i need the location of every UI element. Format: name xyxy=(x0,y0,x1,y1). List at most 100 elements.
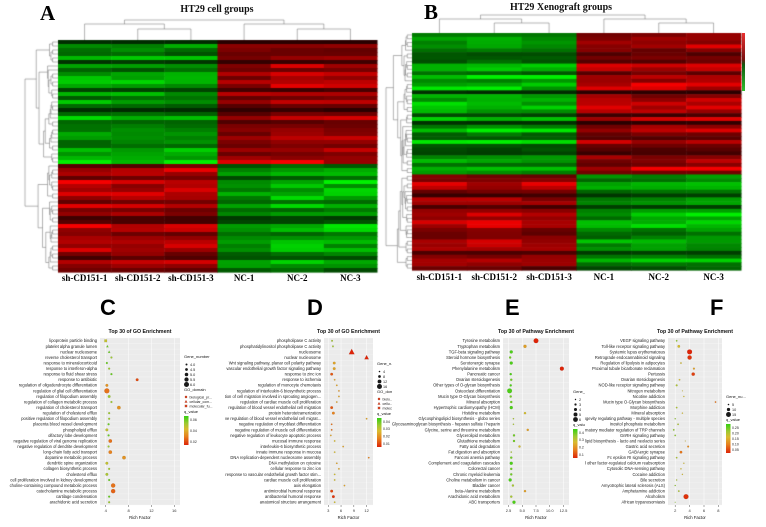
q-tick-label: 0.3 xyxy=(579,438,584,442)
term-label: Gastric acid secretion xyxy=(626,444,666,449)
q-tick-label: 0.25 xyxy=(732,426,739,430)
term-label: antimicrobial humoral response xyxy=(264,488,322,493)
enrichment-dot xyxy=(331,495,335,499)
legend-size-title: Gene_number xyxy=(184,354,210,359)
term-label: beta-Alanine metabolism xyxy=(455,488,501,493)
term-label: olfactory lobe development xyxy=(48,433,98,438)
term-label: ABC transporters xyxy=(469,500,500,505)
enrichment-dot xyxy=(509,372,512,376)
enrichment-dot xyxy=(526,428,529,432)
term-label: lipoprotein particle binding xyxy=(49,338,97,343)
term-label: Arachidonic acid metabolism xyxy=(448,494,501,499)
enrichment-dot xyxy=(108,450,113,454)
term-label: positive regulation of filopodium assemb… xyxy=(21,416,98,421)
heatmap-b-canvas xyxy=(383,12,748,272)
q-tick-label: 0.4 xyxy=(579,431,584,435)
enrichment-dot xyxy=(675,339,678,342)
legend-size-label: 5 xyxy=(579,413,581,417)
term-label: Systemic lupus erythematosus xyxy=(609,349,665,354)
panel-c-letter: C xyxy=(100,295,116,320)
term-label: Histidine metabolism xyxy=(462,411,500,416)
term-label: regulation of interleukin-6 biosynthetic… xyxy=(237,388,321,393)
enrichment-dot xyxy=(330,406,334,410)
term-label: Tyrosine metabolism xyxy=(462,338,500,343)
term-label: arachidonic acid secretion xyxy=(50,500,98,505)
term-label: Tryptophan metabolism xyxy=(457,344,500,349)
enrichment-dot xyxy=(107,445,110,448)
x-tick-label: 3 xyxy=(327,508,330,513)
term-label: response to ischemia xyxy=(282,377,321,382)
enrichment-dot xyxy=(110,483,116,488)
term-label: phosphatidylinositol phospholipase C act… xyxy=(240,344,322,349)
heatmap-column-label: sh-CD151-1 xyxy=(61,273,108,283)
term-label: dopamine metabolic process xyxy=(45,455,97,460)
term-label: protein heterotetramerization xyxy=(269,411,322,416)
legend-size-label: 4 xyxy=(579,408,581,412)
heatmap-column-label: NC-1 xyxy=(593,272,615,282)
term-label: regulation of cell migration involved in… xyxy=(225,394,321,399)
enrichment-dot xyxy=(681,412,684,414)
enrichment-dot xyxy=(691,372,695,376)
enrichment-dot xyxy=(333,378,336,381)
term-label: response to interferon-alpha xyxy=(46,366,98,371)
legend-size-dot xyxy=(184,372,189,377)
term-label: Wnt signaling pathway, planar cell polar… xyxy=(229,360,322,365)
term-label: TGF-beta signaling pathway xyxy=(449,349,501,354)
legend-size-label: 6 xyxy=(579,418,581,422)
legend-size-label: 3 xyxy=(579,403,581,407)
legend-size-dot xyxy=(184,382,189,387)
enrichment-dot xyxy=(523,489,527,493)
enrichment-dot xyxy=(330,372,334,376)
legend-q-title: q_value xyxy=(573,422,585,427)
enrichment-dot xyxy=(678,378,681,381)
enrichment-dot xyxy=(110,400,113,404)
legend-size-dot xyxy=(573,417,578,422)
term-label: anatomical structure arrangement xyxy=(260,500,322,505)
term-label: Other types of O-glycan biosynthesis xyxy=(433,383,500,388)
term-label: Chronic myeloid leukemia xyxy=(453,472,501,477)
term-label: Mucin type O-Glycan biosynthesis xyxy=(603,399,665,404)
term-label: Pertussis xyxy=(648,372,665,377)
enrichment-dot xyxy=(108,367,111,370)
enrichment-dot xyxy=(684,440,686,442)
term-label: collagen biosynthetic process xyxy=(44,466,97,471)
enrichment-dot xyxy=(335,401,338,403)
legend-size-dot xyxy=(377,379,382,384)
term-label: Glycosphingolipid biosynthesis - lacto a… xyxy=(585,438,665,443)
x-tick-label: 8 xyxy=(127,508,130,513)
enrichment-dot xyxy=(105,428,109,432)
enrichment-dot xyxy=(333,473,336,476)
legend-size-dot xyxy=(185,368,188,371)
enrichment-dot xyxy=(510,456,513,459)
enrichment-dot xyxy=(677,344,681,348)
term-label: cell proliferation involved in kidney de… xyxy=(10,477,98,482)
enrichment-dot xyxy=(365,417,368,420)
term-label: Osteoclast differentiation xyxy=(455,388,501,393)
enrichment-dot xyxy=(677,423,679,426)
enrichment-dot xyxy=(674,484,676,487)
enrichment-dot xyxy=(122,455,126,460)
term-label: Glycosphingolipid biosynthesis - globo s… xyxy=(419,416,500,421)
legend-size-dot xyxy=(573,412,578,417)
term-label: Choline metabolism in cancer xyxy=(446,477,500,482)
legend-size-label: 4 xyxy=(383,370,385,374)
enrichment-dot xyxy=(672,428,675,431)
x-tick-label: 6 xyxy=(703,508,706,513)
heatmap-a-canvas xyxy=(22,16,383,274)
term-label: cellular response to zinc ion xyxy=(270,466,321,471)
legend-size-label: 5 xyxy=(732,403,734,407)
enrichment-dot xyxy=(105,361,108,365)
dotplot-title: Top 30 of Pathway Enrichment xyxy=(657,329,733,335)
enrichment-dot xyxy=(335,384,338,387)
x-tick-label: 4 xyxy=(105,508,108,513)
legend-domain-title: GO_domain xyxy=(184,387,206,392)
legend-domain-label: biological_pr... xyxy=(190,395,212,399)
q-tick-label: 0.10 xyxy=(732,442,739,446)
term-label: Amphetamine addiction xyxy=(622,488,666,493)
enrichment-dot xyxy=(348,348,355,355)
term-label: dendritic spine organization xyxy=(47,461,98,466)
enrichment-dot xyxy=(509,384,512,387)
legend-size-dot xyxy=(573,407,578,412)
enrichment-dot xyxy=(518,445,521,448)
enrichment-dot xyxy=(342,445,345,448)
